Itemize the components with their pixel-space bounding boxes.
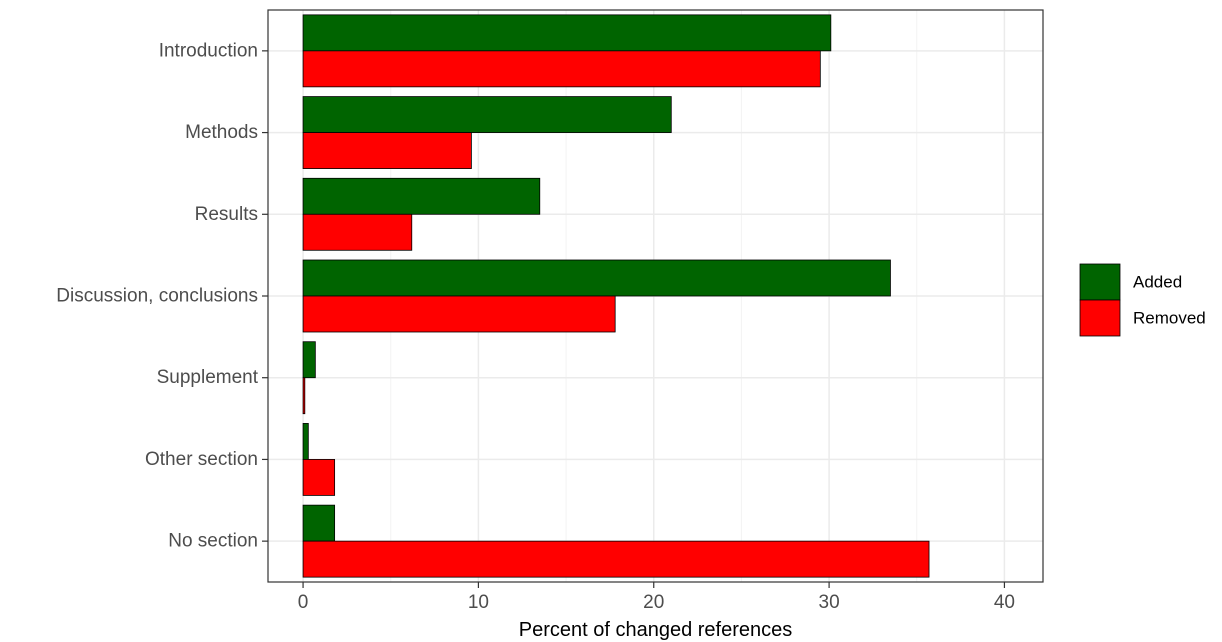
x-tick-label-4: 40 <box>994 592 1015 613</box>
bar-removed-1 <box>302 132 472 169</box>
bar-removed-5 <box>302 459 336 496</box>
bar-added-6 <box>302 504 336 542</box>
legend-label-added: Added <box>1133 273 1182 292</box>
y-tick-label-0: Introduction <box>159 40 258 61</box>
x-tick-label-0: 0 <box>298 592 309 613</box>
x-tick-label-2: 20 <box>643 592 664 613</box>
y-tick-label-4: Supplement <box>157 367 259 388</box>
bar-added-1 <box>302 96 672 133</box>
bar-removed-3 <box>302 295 616 333</box>
bar-removed-4 <box>302 377 306 415</box>
x-tick-label-1: 10 <box>468 592 489 613</box>
y-tick-label-6: No section <box>168 531 258 552</box>
bar-added-4 <box>302 341 316 379</box>
legend-label-removed: Removed <box>1133 309 1206 328</box>
y-tick-label-1: Methods <box>185 122 258 143</box>
bar-added-2 <box>302 177 541 215</box>
bar-added-0 <box>302 14 832 52</box>
y-tick-label-3: Discussion, conclusions <box>56 286 258 307</box>
legend-key-removed <box>1079 299 1121 337</box>
bar-added-3 <box>302 259 891 297</box>
x-tick-label-3: 30 <box>819 592 840 613</box>
x-axis-title: Percent of changed references <box>519 619 793 641</box>
bar-removed-6 <box>302 540 930 578</box>
bar-added-5 <box>302 423 309 460</box>
bar-removed-0 <box>302 50 821 88</box>
legend-key-added <box>1079 263 1121 301</box>
y-tick-label-2: Results <box>195 204 258 225</box>
bar-removed-2 <box>302 213 413 251</box>
y-tick-label-5: Other section <box>145 449 258 470</box>
